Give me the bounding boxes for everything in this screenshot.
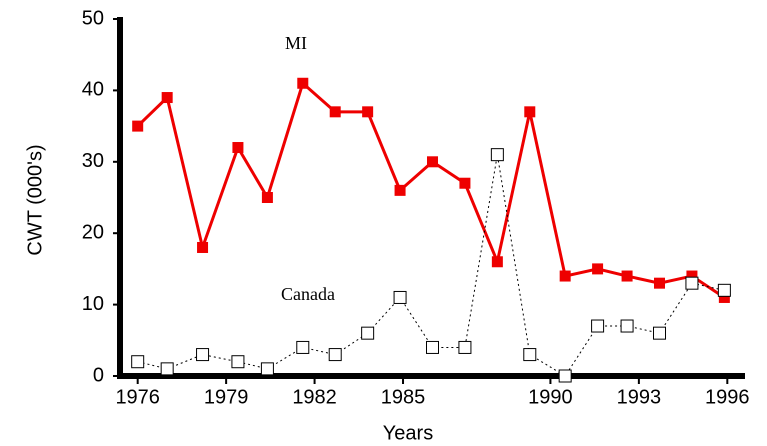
y-tick-label: 20: [82, 221, 104, 243]
marker: [458, 340, 472, 354]
marker: [620, 319, 634, 333]
x-tick-label: 1996: [705, 386, 750, 408]
marker: [621, 270, 633, 282]
marker: [231, 355, 245, 369]
x-tick-label: 1985: [381, 386, 426, 408]
y-tick-label: 50: [82, 7, 104, 29]
y-tick-label: 0: [93, 364, 104, 386]
marker: [232, 142, 244, 154]
marker: [131, 355, 145, 369]
marker: [491, 256, 503, 268]
marker: [197, 241, 209, 253]
marker: [362, 106, 374, 118]
marker: [260, 362, 274, 376]
marker: [653, 326, 667, 340]
marker: [686, 270, 698, 282]
marker: [718, 291, 730, 303]
x-tick-label: 1982: [292, 386, 337, 408]
y-axis-label: CWT (000's): [24, 144, 46, 255]
marker: [559, 270, 571, 282]
x-tick-label: 1993: [617, 386, 662, 408]
series-line: [136, 80, 726, 299]
x-axis-label: Years: [383, 422, 433, 444]
marker: [459, 177, 471, 189]
marker: [329, 106, 341, 118]
marker: [523, 348, 537, 362]
marker: [361, 326, 375, 340]
marker: [160, 362, 174, 376]
x-tick-label: 1976: [115, 386, 160, 408]
marker: [132, 120, 144, 132]
marker: [524, 106, 536, 118]
marker: [328, 348, 342, 362]
marker: [161, 92, 173, 104]
series-label: MI: [285, 33, 307, 53]
x-tick-label: 1979: [204, 386, 249, 408]
marker: [592, 263, 604, 275]
marker: [426, 340, 439, 354]
marker: [490, 148, 504, 162]
series-label: Canada: [281, 284, 335, 304]
marker: [196, 348, 210, 362]
y-tick-label: 40: [82, 79, 104, 101]
x-tick-label: 1990: [528, 386, 573, 408]
marker: [296, 340, 310, 354]
marker: [261, 192, 273, 203]
marker: [654, 277, 666, 289]
marker: [558, 369, 572, 383]
marker: [717, 283, 731, 297]
y-tick-label: 10: [82, 293, 104, 315]
marker: [297, 77, 309, 89]
marker: [394, 184, 406, 196]
marker: [591, 319, 605, 333]
marker: [393, 290, 407, 304]
marker: [685, 276, 699, 290]
marker: [427, 156, 438, 168]
y-tick-label: 30: [82, 150, 104, 172]
